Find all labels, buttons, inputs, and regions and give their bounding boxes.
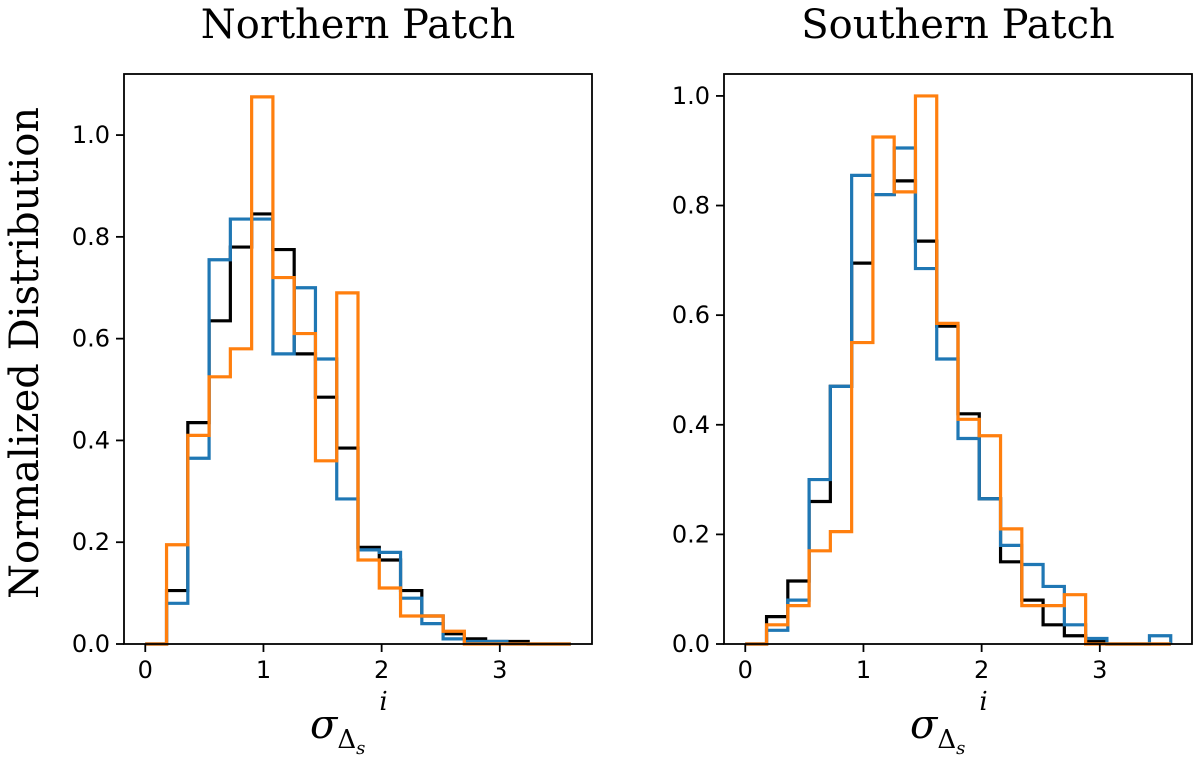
y-tick-label: 0.4 (72, 426, 110, 454)
x-axis-label: σΔsi (910, 687, 988, 758)
x-tick-label: 2 (374, 656, 389, 684)
histogram-series-black (145, 212, 571, 646)
y-tick-label: 0.2 (72, 528, 110, 556)
y-tick-label: 1.0 (72, 121, 110, 149)
chart-title: Northern Patch (201, 2, 516, 48)
y-tick-label: 1.0 (672, 82, 710, 110)
histogram-series-black (745, 179, 1171, 646)
x-tick-label: 1 (856, 656, 871, 684)
y-tick-label: 0.6 (672, 301, 710, 329)
y-tick-label: 0.0 (672, 630, 710, 658)
x-tick-label: 0 (738, 656, 753, 684)
y-tick-label: 0.8 (72, 223, 110, 251)
chart-title: Southern Patch (801, 2, 1115, 48)
x-tick-label: 3 (492, 656, 507, 684)
histogram-series-orange (145, 95, 571, 646)
y-tick-label: 0.4 (672, 411, 710, 439)
x-tick-label: 1 (256, 656, 271, 684)
axes-frame (123, 73, 593, 645)
chart-northern-patch: 0 1 2 3 0.0 0.2 0.4 0.6 0.8 1.0 Northern Patch Norm… (2, 2, 593, 758)
x-tick-label: 0 (138, 656, 153, 684)
axes-frame (723, 73, 1193, 645)
y-axis-label: Normalized Distribution (2, 107, 48, 599)
y-tick-label: 0.6 (72, 325, 110, 353)
histogram-series-orange (745, 94, 1171, 646)
y-tick-label: 0.2 (672, 520, 710, 548)
x-tick-label: 3 (1092, 656, 1107, 684)
y-tick-label: 0.0 (72, 630, 110, 658)
x-tick-label: 2 (974, 656, 989, 684)
y-tick-label: 0.8 (672, 192, 710, 220)
x-axis-label: σΔsi (310, 687, 388, 758)
histogram-series-blue (145, 217, 571, 646)
chart-southern-patch: 0 1 2 3 0.0 0.2 0.4 0.6 0.8 1.0 Southern Patch σΔsi (672, 2, 1193, 758)
